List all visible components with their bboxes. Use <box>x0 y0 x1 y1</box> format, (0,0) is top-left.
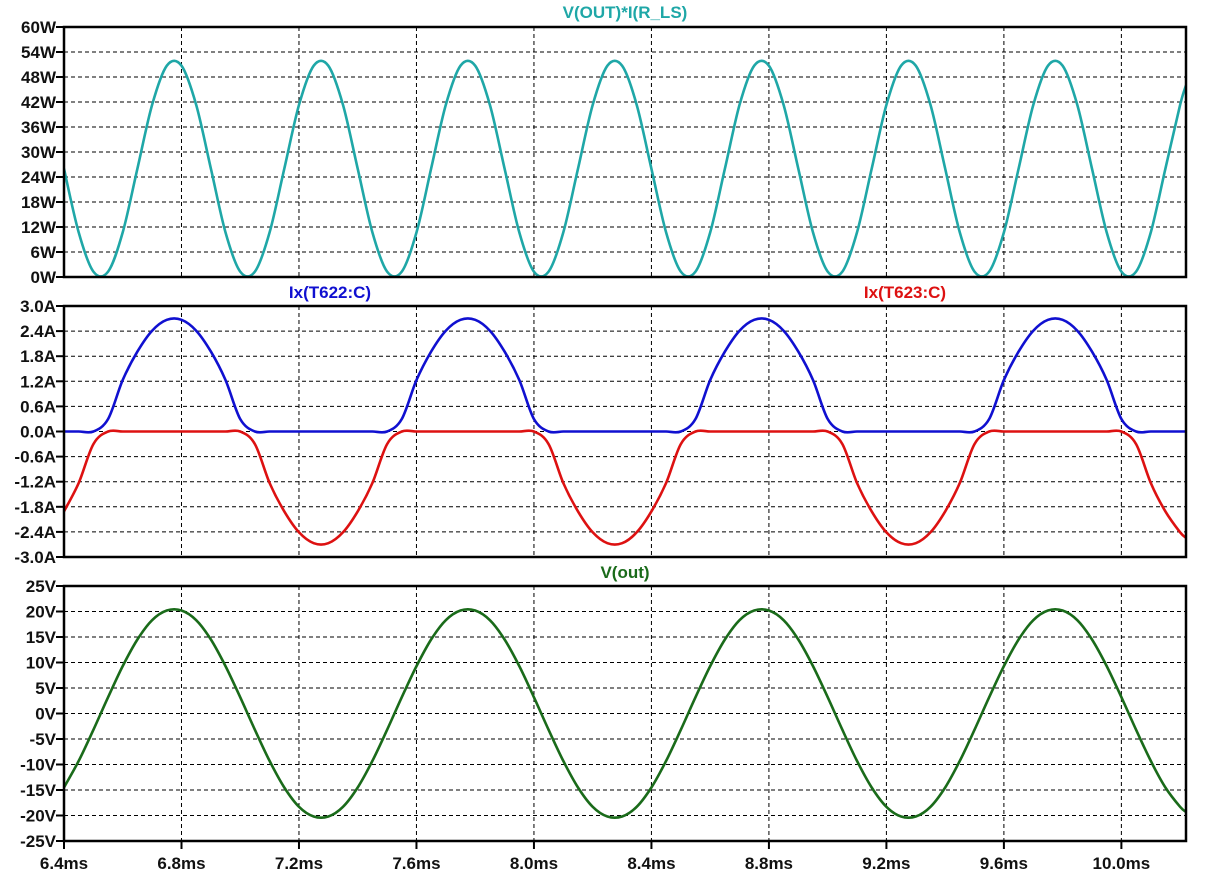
y-tick-label: -5V <box>30 730 57 749</box>
y-tick-label: -10V <box>20 756 57 775</box>
series-line-v-out-i-r-ls- <box>64 59 1186 278</box>
y-tick-label: -20V <box>20 807 57 826</box>
y-tick-label: 1.2A <box>20 372 56 391</box>
y-tick-label: 12W <box>21 218 57 237</box>
y-tick-label: 18W <box>21 193 57 212</box>
y-tick-label: 5V <box>35 679 56 698</box>
y-tick-label: -1.2A <box>14 473 56 492</box>
y-tick-label: 15V <box>26 628 57 647</box>
x-tick-label: 8.4ms <box>627 854 675 873</box>
y-tick-label: 48W <box>21 68 57 87</box>
y-tick-label: 0.6A <box>20 397 56 416</box>
x-tick-label: 7.6ms <box>392 854 440 873</box>
y-tick-label: 0.0A <box>20 423 56 442</box>
y-tick-label: 54W <box>21 43 57 62</box>
y-tick-label: 25V <box>26 577 57 596</box>
y-tick-label: 2.4A <box>20 322 56 341</box>
y-tick-label: 42W <box>21 93 57 112</box>
x-tick-label: 8.0ms <box>510 854 558 873</box>
y-tick-label: 24W <box>21 168 57 187</box>
pane2-trace-label-t623[interactable]: Ix(T623:C) <box>864 283 946 302</box>
x-tick-label: 10.0ms <box>1093 854 1151 873</box>
pane-frame <box>62 304 1188 559</box>
y-tick-label: 0W <box>31 268 57 287</box>
series-line-v-out- <box>64 608 1186 819</box>
pane3-trace-label[interactable]: V(out) <box>600 563 649 582</box>
x-tick-label: 6.8ms <box>157 854 205 873</box>
y-tick-label: 3.0A <box>20 297 56 316</box>
y-tick-label: 20V <box>26 603 57 622</box>
y-tick-label: -0.6A <box>14 448 56 467</box>
pane-3: 25V 20V 15V 10V 5V 0V -5V -10V -15V -20V -25V 6.4ms… <box>20 577 1188 873</box>
y-tick-label: -1.8A <box>14 498 56 517</box>
x-tick-label: 6.4ms <box>40 854 88 873</box>
x-tick-label: 9.2ms <box>862 854 910 873</box>
x-tick-label: 8.8ms <box>745 854 793 873</box>
y-tick-label: 30W <box>21 143 57 162</box>
pane-frame <box>62 25 1188 279</box>
x-tick-label: 9.6ms <box>980 854 1028 873</box>
series-line-ix-t622-c- <box>64 317 1186 434</box>
y-tick-label: -15V <box>20 781 57 800</box>
pane-2: 3.0A 2.4A 1.8A 1.2A 0.6A 0.0A -0.6A -1.2A -1.8A -… <box>14 297 1188 567</box>
y-tick-label: 0V <box>35 705 56 724</box>
y-tick-label: 6W <box>31 243 57 262</box>
y-tick-label: 10V <box>26 654 57 673</box>
pane-1: 60W 54W 48W 42W 36W 30W 24W 18W 12W 6W 0W <box>21 18 1188 287</box>
x-tick-label: 7.2ms <box>275 854 323 873</box>
y-tick-label: 1.8A <box>20 347 56 366</box>
y-tick-label: 36W <box>21 118 57 137</box>
y-tick-label: -25V <box>20 832 57 851</box>
y-tick-label: 60W <box>21 18 57 37</box>
pane1-trace-label[interactable]: V(OUT)*I(R_LS) <box>563 3 688 22</box>
pane-frame <box>62 584 1188 843</box>
series-line-ix-t623-c- <box>64 429 1186 546</box>
y-tick-label: -2.4A <box>14 523 56 542</box>
pane2-trace-label-t622[interactable]: Ix(T622:C) <box>289 283 371 302</box>
y-tick-label: -3.0A <box>14 548 56 567</box>
